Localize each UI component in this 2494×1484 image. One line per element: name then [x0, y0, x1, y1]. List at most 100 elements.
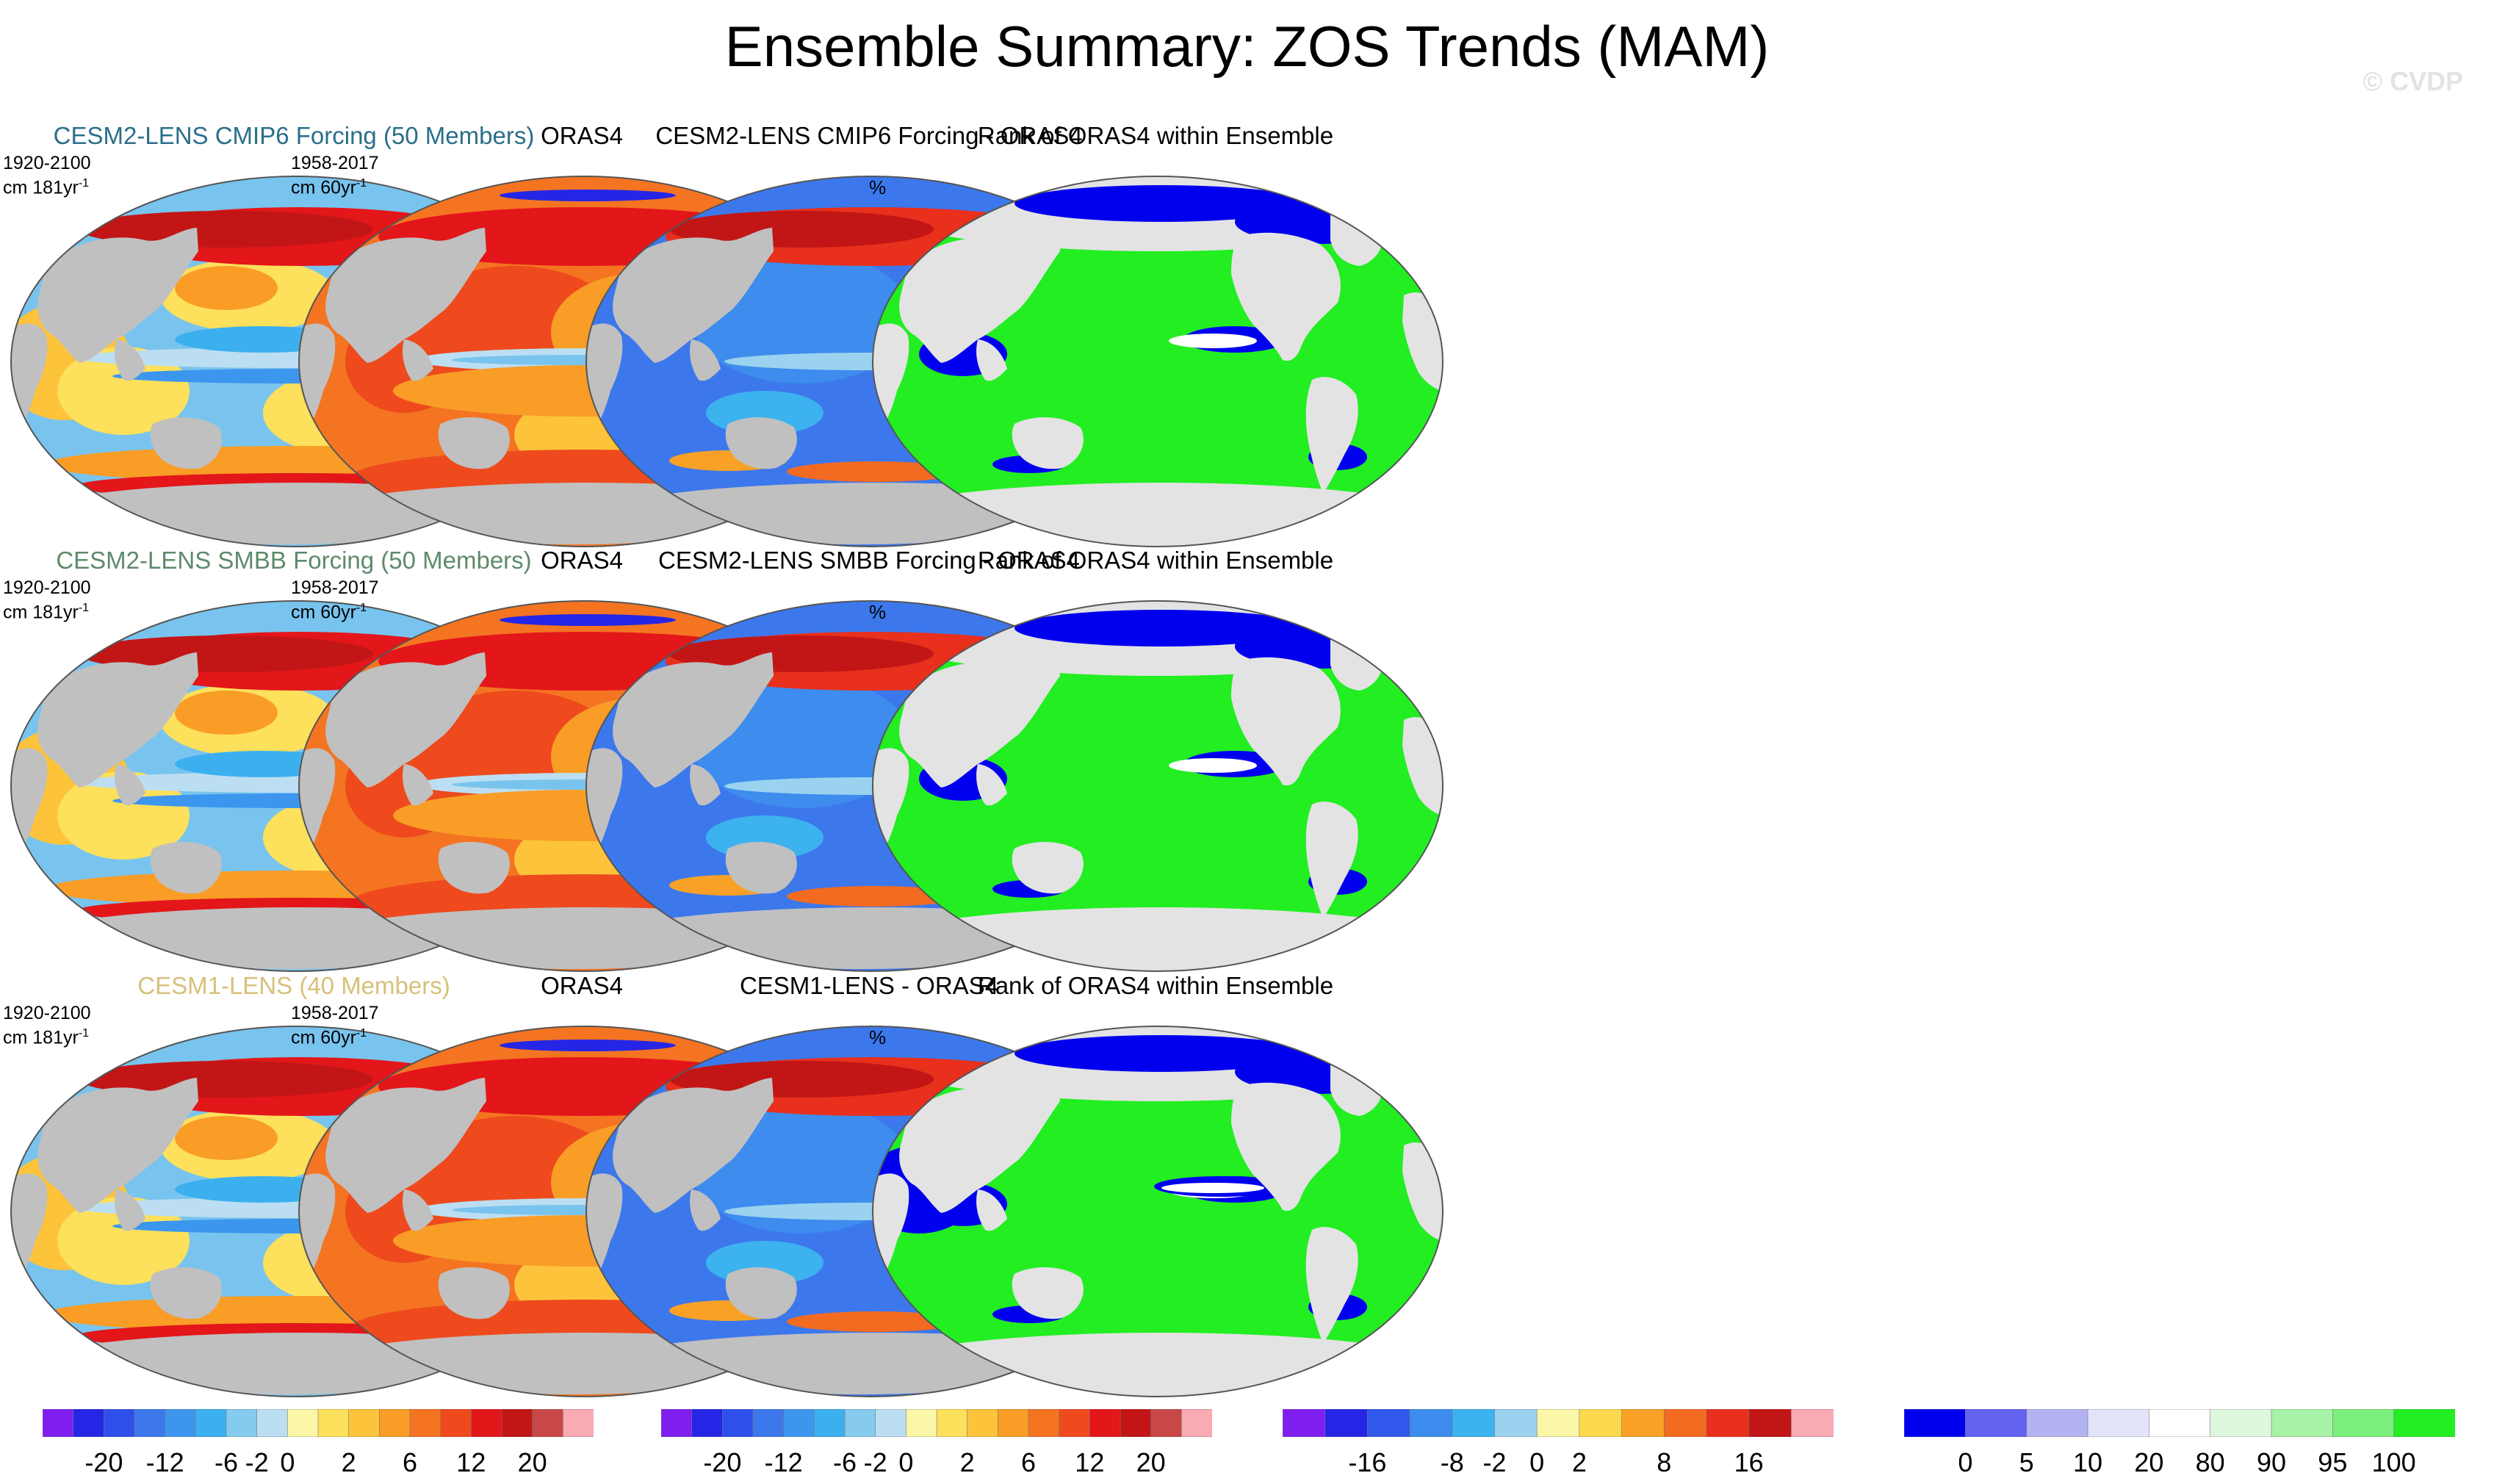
trend-units-text: cm 60yr — [291, 1027, 356, 1048]
colorbar-tick-label: 2 — [341, 1447, 356, 1477]
colorbar-swatch — [906, 1409, 937, 1437]
colorbar-tick-label: -2 — [245, 1447, 269, 1477]
colorbar-swatch — [287, 1409, 319, 1437]
colorbar-tick-label: 10 — [2072, 1447, 2103, 1477]
landmass — [899, 1078, 1060, 1213]
landmass — [725, 841, 797, 894]
landmass — [1012, 841, 1084, 894]
colorbar-swatch — [844, 1409, 876, 1437]
colorbar-swatch — [1904, 1409, 1967, 1437]
landmass — [1231, 657, 1341, 786]
colorbar-swatch — [409, 1409, 442, 1437]
landmass — [1305, 1227, 1358, 1344]
landmass — [438, 1267, 510, 1319]
colorbar-tick-label: 0 — [898, 1447, 914, 1477]
colorbar-swatch — [1120, 1409, 1152, 1437]
map-frame — [868, 170, 1455, 552]
globe-outline — [872, 1026, 1444, 1397]
trend-units-text: cm 181yr — [3, 1027, 79, 1048]
colorbar-tick-label: 20 — [2134, 1447, 2164, 1477]
landmass — [403, 1189, 433, 1231]
period-range: 1958-2017 — [291, 153, 379, 173]
colorbar-swatch — [1409, 1409, 1453, 1437]
colorbar-tick-label: -12 — [145, 1447, 184, 1477]
landmass — [690, 764, 721, 806]
landmass — [403, 764, 433, 806]
landmass — [115, 764, 145, 806]
colorbar-swatch — [104, 1409, 135, 1437]
colorbar-tick-label: -8 — [1440, 1447, 1464, 1477]
colorbar-tick-label: -2 — [863, 1447, 887, 1477]
colorbar-swatch — [1325, 1409, 1369, 1437]
period-range: 1920-2100 — [3, 577, 91, 598]
colorbar-tick-label: 0 — [1958, 1447, 1973, 1477]
colorbar-swatch — [2210, 1409, 2272, 1437]
colorbar-swatch — [875, 1409, 907, 1437]
colorbar-tick-label: 95 — [2318, 1447, 2348, 1477]
colorbar-swatch — [501, 1409, 533, 1437]
colorbar-rank: 0 5 10 20 80 90 95 100 — [1904, 1409, 2477, 1479]
colorbar-swatch — [471, 1409, 502, 1437]
period-range: 1958-2017 — [291, 1003, 379, 1023]
landmass — [115, 1189, 145, 1231]
colorbar-tick-label: -16 — [1348, 1447, 1387, 1477]
obs-panel-title: ORAS4 — [541, 972, 623, 999]
units-exponent: -1 — [78, 1027, 90, 1040]
rank-map-row-1 — [872, 176, 1444, 547]
colorbar-swatch — [1059, 1409, 1091, 1437]
rank-units: % — [869, 176, 887, 198]
period-range: 1920-2100 — [3, 1003, 91, 1023]
rank-units: % — [869, 1026, 887, 1048]
landmass — [325, 652, 486, 788]
colorbar-swatch — [1494, 1409, 1538, 1437]
rank-map-row-3 — [872, 1026, 1444, 1397]
period-label: 1920-2100 cm 181yr-1 — [3, 153, 91, 198]
colorbar-swatch — [1150, 1409, 1183, 1437]
trend-units: cm 60yr-1 — [291, 173, 379, 198]
colorbar-tick-label: -2 — [1482, 1447, 1507, 1477]
figure-title: Ensemble Summary: ZOS Trends (MAM) — [724, 14, 1770, 79]
landmass — [37, 1078, 198, 1213]
landmass — [690, 339, 721, 381]
landmass — [690, 1189, 721, 1231]
colorbar-swatch — [256, 1409, 289, 1437]
units-exponent: -1 — [78, 602, 90, 614]
trend-units: cm 60yr-1 — [291, 1023, 379, 1048]
colorbar-swatch — [2332, 1409, 2395, 1437]
colorbar-swatch — [1621, 1409, 1665, 1437]
colorbar-tick-label: 2 — [959, 1447, 975, 1477]
colorbar-swatch — [73, 1409, 105, 1437]
landmass — [37, 652, 198, 788]
obs-panel-title: ORAS4 — [541, 547, 623, 574]
rank-panel-title: Rank of ORAS4 within Ensemble — [977, 972, 1334, 999]
colorbar-swatch — [783, 1409, 815, 1437]
colorbar-tick-label: 2 — [1571, 1447, 1587, 1477]
trend-units: cm 181yr-1 — [3, 598, 91, 622]
colorbar-tick-label: 12 — [456, 1447, 486, 1477]
colorbar-swatch — [1663, 1409, 1707, 1437]
trend-units-text: cm 181yr — [3, 177, 79, 198]
colorbar-swatch — [691, 1409, 724, 1437]
globe-outline — [872, 176, 1444, 547]
model-panel-title: CESM2-LENS SMBB Forcing (50 Members) — [56, 547, 532, 574]
colorbar-tick-label: 90 — [2256, 1447, 2287, 1477]
rank-map-row-2 — [872, 600, 1444, 972]
colorbar-swatch — [998, 1409, 1029, 1437]
colorbar-tick-label: 20 — [517, 1447, 547, 1477]
diff-panel-title: CESM2-LENS SMBB Forcing - ORAS4 — [658, 547, 1080, 574]
rank-units: % — [869, 601, 887, 623]
colorbar-swatch — [2087, 1409, 2150, 1437]
colorbar-trend-obs: -20 -12 -6 -2 0 2 6 12 20 — [661, 1409, 1234, 1479]
colorbar-tick-label: -20 — [703, 1447, 742, 1477]
colorbar-tick-label: 0 — [1529, 1447, 1545, 1477]
rank-panel-row-3: Rank of ORAS4 within Ensemble% — [862, 969, 1449, 1402]
colorbar-tick-label: 6 — [1020, 1447, 1037, 1477]
trend-units: cm 181yr-1 — [3, 173, 91, 198]
colorbar-swatch — [43, 1409, 74, 1437]
landmass — [150, 417, 222, 469]
landmass — [899, 228, 1060, 363]
landmass — [956, 1333, 1367, 1395]
landmass — [37, 228, 198, 363]
colorbar-swatch — [814, 1409, 846, 1437]
colorbar-swatch — [661, 1409, 693, 1437]
